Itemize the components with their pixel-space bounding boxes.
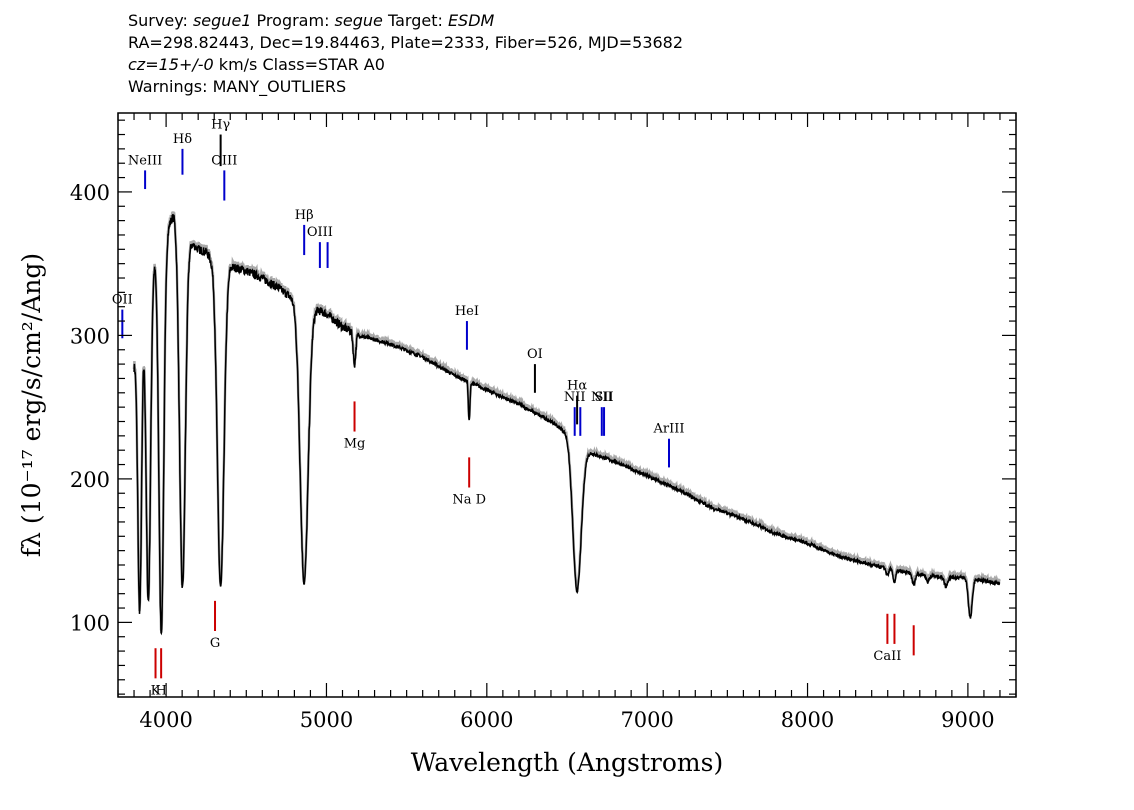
emission-marker-label: HeI	[455, 304, 479, 319]
x-tick-label: 9000	[941, 708, 994, 732]
line-markers: NeIIIHδHγOIIIHβOIIIOIIHeIOINIIHαNIISIIAr…	[112, 118, 915, 698]
emission-marker-label: Hγ	[211, 118, 230, 133]
x-tick-label: 5000	[300, 708, 353, 732]
emission-marker-label: NeIII	[128, 153, 162, 168]
header-segment: cz=15+/-0	[128, 55, 214, 74]
header-segment: segue1	[192, 11, 252, 30]
header-segment: segue	[334, 11, 383, 30]
plot-header: Survey: segue1 Program: segue Target: ES…	[128, 10, 683, 98]
y-tick-label: 100	[70, 611, 110, 635]
header-line-redshift-class: cz=15+/-0 km/s Class=STAR A0	[128, 54, 683, 76]
emission-marker-label: OIII	[211, 153, 237, 168]
spectrum-error-band	[132, 211, 1001, 635]
absorption-marker-label: CaII	[873, 649, 901, 664]
header-segment: Survey:	[128, 11, 193, 30]
absorption-marker-label: K	[151, 683, 161, 698]
emission-marker-label: OIII	[307, 225, 333, 240]
x-tick-label: 7000	[620, 708, 673, 732]
header-line-survey: Survey: segue1 Program: segue Target: ES…	[128, 10, 683, 32]
header-line-warnings: Warnings: MANY_OUTLIERS	[128, 77, 347, 96]
axis-ticks	[117, 113, 1017, 697]
y-tick-label: 300	[70, 324, 110, 348]
header-segment: Target:	[382, 11, 448, 30]
emission-marker-label: Hα	[567, 379, 587, 394]
emission-marker-label: SII	[594, 390, 613, 405]
spectrum-group	[132, 211, 1001, 636]
emission-marker-label: OII	[112, 293, 133, 308]
header-line-coordinates: RA=298.82443, Dec=19.84463, Plate=2333, …	[128, 33, 684, 52]
emission-marker-label: ArIII	[652, 422, 684, 437]
axis-tick-labels: 4000 5000 6000 7000 8000 9000 100 200 300 400	[70, 181, 995, 732]
emission-marker-label: NII	[591, 390, 613, 405]
x-axis-title: Wavelength (Angstroms)	[411, 748, 723, 777]
y-tick-label: 400	[70, 181, 110, 205]
emission-marker-label: Hβ	[295, 208, 314, 223]
emission-marker-label: NII	[564, 390, 586, 405]
absorption-marker-label: G	[210, 636, 220, 651]
x-tick-label: 8000	[781, 708, 834, 732]
y-axis-title: fλ (10⁻¹⁷ erg/s/cm²/Ang)	[17, 253, 46, 557]
emission-marker-label: Hδ	[173, 132, 192, 147]
header-segment: km/s Class=STAR A0	[213, 55, 385, 74]
absorption-marker-label: H	[155, 683, 166, 698]
spectrum-line	[133, 214, 1001, 636]
header-segment: ESDM	[447, 11, 495, 30]
x-tick-label: 6000	[460, 708, 513, 732]
absorption-marker-label: Na D	[452, 493, 486, 508]
y-tick-label: 200	[70, 468, 110, 492]
emission-marker-label: OI	[527, 347, 543, 362]
x-tick-label: 4000	[139, 708, 192, 732]
absorption-marker-label: Mg	[344, 437, 366, 452]
header-segment: Program:	[251, 11, 335, 30]
